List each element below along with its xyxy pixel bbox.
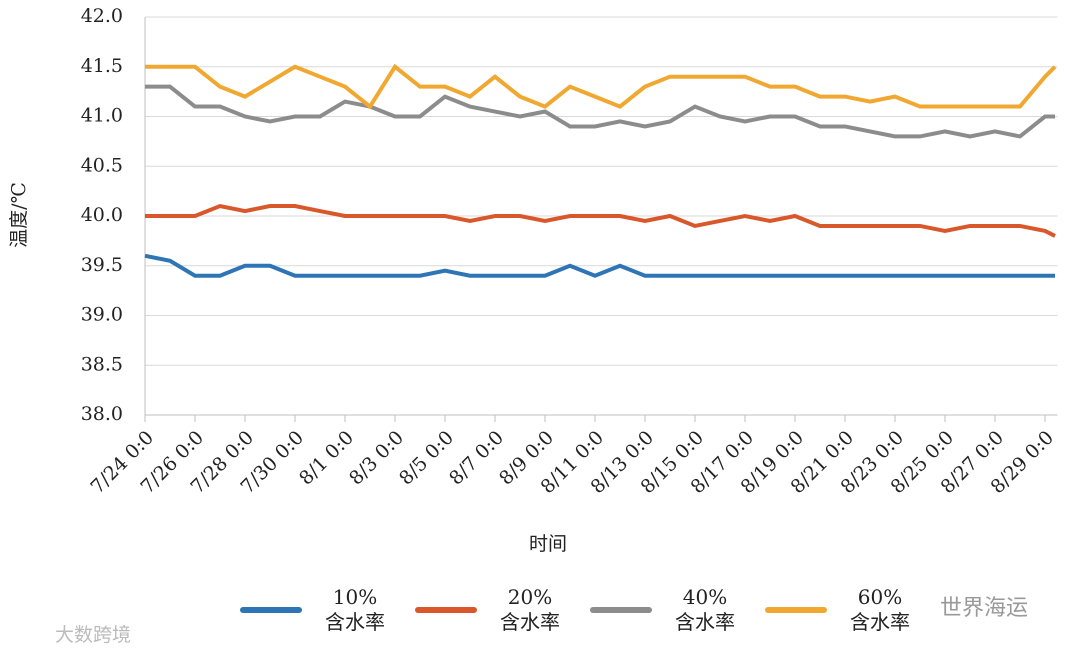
y-tick-label: 41.5	[81, 55, 123, 77]
y-axis-title: 温度/℃	[8, 182, 30, 248]
series-line	[145, 84, 1055, 139]
legend-label: 40% 含水率	[675, 585, 735, 634]
legend-label: 10% 含水率	[325, 585, 385, 634]
watermark: 大数跨境	[55, 624, 132, 646]
legend-item: 60% 含水率	[765, 585, 945, 645]
y-tick-label: 38.5	[81, 353, 123, 375]
legend-item: 20% 含水率	[415, 585, 595, 645]
x-tick-label: 8/1 0:0	[295, 427, 358, 490]
watermark: 世界海运	[940, 596, 1029, 621]
y-tick-label: 39.0	[81, 304, 123, 326]
legend-label: 20% 含水率	[500, 585, 560, 634]
x-tick-label: 8/3 0:0	[345, 427, 408, 490]
legend-item: 40% 含水率	[590, 585, 770, 645]
legend-swatch	[240, 607, 302, 613]
legend-swatch	[590, 607, 652, 613]
legend-label: 60% 含水率	[850, 585, 910, 634]
y-tick-label: 39.5	[81, 254, 123, 276]
x-tick-label: 8/5 0:0	[395, 427, 458, 490]
y-tick-label: 38.0	[81, 403, 123, 425]
y-tick-label: 40.0	[81, 204, 123, 226]
legend-item: 10% 含水率	[240, 585, 420, 645]
y-tick-label: 42.0	[81, 5, 123, 27]
series-line	[145, 63, 1057, 110]
x-axis-title: 时间	[529, 533, 567, 555]
series-line	[144, 253, 1055, 278]
y-tick-label: 41.0	[81, 105, 123, 127]
series-line	[145, 203, 1056, 238]
legend-swatch	[765, 607, 827, 613]
y-tick-label: 40.5	[81, 154, 123, 176]
legend-swatch	[415, 607, 477, 613]
x-tick-label: 8/7 0:0	[445, 427, 508, 490]
